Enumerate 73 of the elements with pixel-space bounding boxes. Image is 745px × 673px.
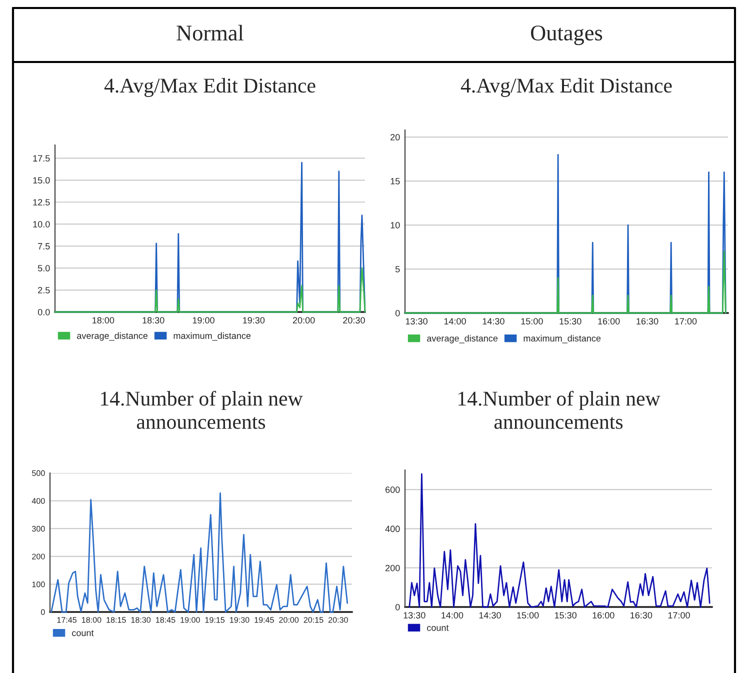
x-tick-label: 19:30 <box>243 317 265 324</box>
y-tick-label: 200 <box>386 564 400 572</box>
y-tick-label: 15.0 <box>33 177 50 184</box>
legend-label: count <box>427 625 449 631</box>
y-tick-label: 5.0 <box>38 265 50 272</box>
line-series <box>50 492 348 613</box>
text: Outages <box>531 26 602 46</box>
x-tick-label: 19:30 <box>230 617 250 623</box>
y-tick-label: 20 <box>390 134 400 140</box>
y-tick-label: 7.5 <box>38 243 50 250</box>
x-tick-label: 16:00 <box>598 318 620 324</box>
y-tick-label: 0.0 <box>38 308 50 316</box>
line-series <box>54 267 366 313</box>
x-tick-label: 15:30 <box>554 612 577 618</box>
x-tick-label: 16:30 <box>630 612 652 618</box>
y-tick-label: 600 <box>386 486 400 493</box>
y-tick-label: 200 <box>32 554 45 560</box>
line-series <box>408 473 710 608</box>
y-tick-label: 100 <box>32 581 45 588</box>
x-tick-label: 18:15 <box>106 617 126 623</box>
line-series <box>404 250 726 314</box>
chart-title: 4.Avg/Max Edit Distance <box>104 78 316 97</box>
x-tick-label: 13:30 <box>404 612 426 618</box>
y-tick-label: 0 <box>395 310 400 316</box>
x-tick-label: 15:30 <box>560 318 582 324</box>
legend-label: average_distance <box>77 332 148 341</box>
x-tick-label: 16:30 <box>636 318 658 324</box>
y-tick-label: 0 <box>40 609 45 615</box>
x-tick-label: 20:15 <box>304 617 324 623</box>
x-tick-label: 20:30 <box>328 617 348 623</box>
x-tick-label: 14:00 <box>444 318 466 324</box>
y-tick-label: 5 <box>395 266 400 272</box>
x-tick-label: 14:30 <box>482 318 504 324</box>
chart-title: 4.Avg/Max Edit Distance <box>460 78 672 97</box>
x-tick-label: 20:30 <box>343 317 365 324</box>
x-tick-label: 17:45 <box>57 617 77 623</box>
legend-label: count <box>72 630 94 636</box>
x-tick-label: 18:30 <box>142 317 164 324</box>
chart-title: 14.Number of plain new announcements <box>101 390 303 429</box>
y-tick-label: 10.0 <box>33 221 50 228</box>
y-tick-label: 400 <box>32 498 45 504</box>
x-tick-label: 19:00 <box>180 617 200 623</box>
x-tick-label: 14:30 <box>479 612 501 618</box>
y-tick-label: 10 <box>390 222 400 228</box>
x-tick-label: 15:00 <box>517 612 539 618</box>
y-tick-label: 300 <box>32 526 45 532</box>
chart-title: 14.Number of plain new announcements <box>458 390 660 429</box>
x-tick-label: 18:30 <box>131 617 151 623</box>
x-tick-label: 19:00 <box>192 317 214 324</box>
x-tick-label: 18:45 <box>156 617 176 623</box>
y-tick-label: 500 <box>32 470 45 476</box>
x-tick-label: 14:00 <box>442 612 464 618</box>
x-tick-label: 15:00 <box>521 318 543 324</box>
y-tick-label: 400 <box>385 526 400 532</box>
x-tick-label: 18:00 <box>82 617 102 623</box>
x-tick-label: 18:00 <box>92 317 114 324</box>
legend-label: maximum_distance <box>174 332 251 341</box>
x-tick-label: 17:00 <box>668 612 690 618</box>
x-tick-label: 13:30 <box>406 318 428 324</box>
y-tick-label: 12.5 <box>33 199 50 206</box>
x-tick-label: 20:00 <box>292 317 315 324</box>
x-tick-label: 20:00 <box>279 617 299 623</box>
y-tick-label: 15 <box>390 178 400 184</box>
x-tick-label: 19:15 <box>205 617 225 623</box>
legend-label: average_distance <box>427 334 498 344</box>
text: Normal <box>176 24 244 41</box>
y-tick-label: 2.5 <box>38 286 50 294</box>
x-tick-label: 16:00 <box>592 612 614 618</box>
x-tick-label: 19:45 <box>254 617 274 623</box>
y-tick-label: 0 <box>395 604 400 610</box>
legend-label: maximum_distance <box>524 334 601 344</box>
x-tick-label: 17:00 <box>675 318 697 324</box>
y-tick-label: 17.5 <box>33 155 50 162</box>
